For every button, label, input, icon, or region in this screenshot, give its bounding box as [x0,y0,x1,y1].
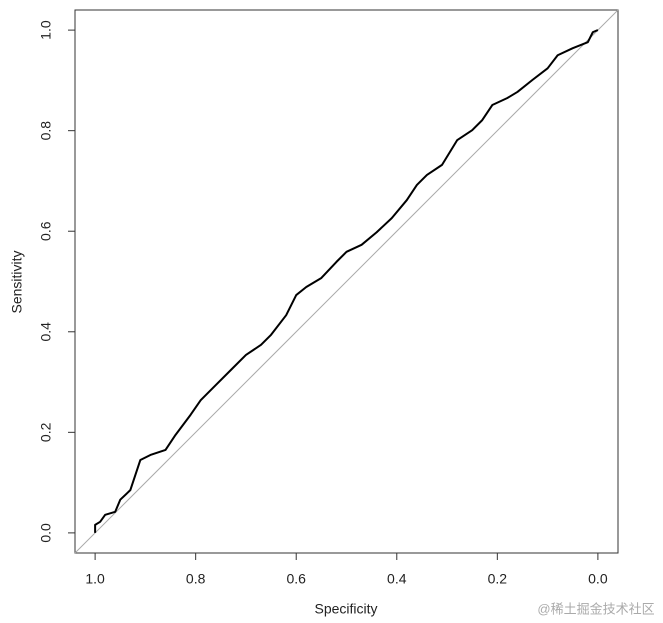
y-tick-label: 0.6 [38,221,54,241]
x-tick-label: 0.2 [488,571,508,587]
y-tick-label: 1.0 [38,20,54,40]
watermark: @稀土掘金技术社区 [537,601,654,616]
plot-frame [74,9,619,554]
y-tick-label: 0.2 [38,422,54,442]
y-tick-label: 0.4 [38,322,54,342]
y-tick-label: 0.8 [38,121,54,141]
x-tick-label: 0.6 [286,571,306,587]
reference-line [74,9,619,554]
x-tick-label: 0.8 [186,571,206,587]
x-axis-label: Specificity [314,601,377,617]
y-axis-label: Sensitivity [9,250,25,313]
x-tick-label: 1.0 [85,571,105,587]
x-tick-label: 0.0 [588,571,608,587]
x-tick-label: 0.4 [387,571,407,587]
y-tick-label: 0.0 [38,523,54,543]
roc-curve [94,29,599,533]
